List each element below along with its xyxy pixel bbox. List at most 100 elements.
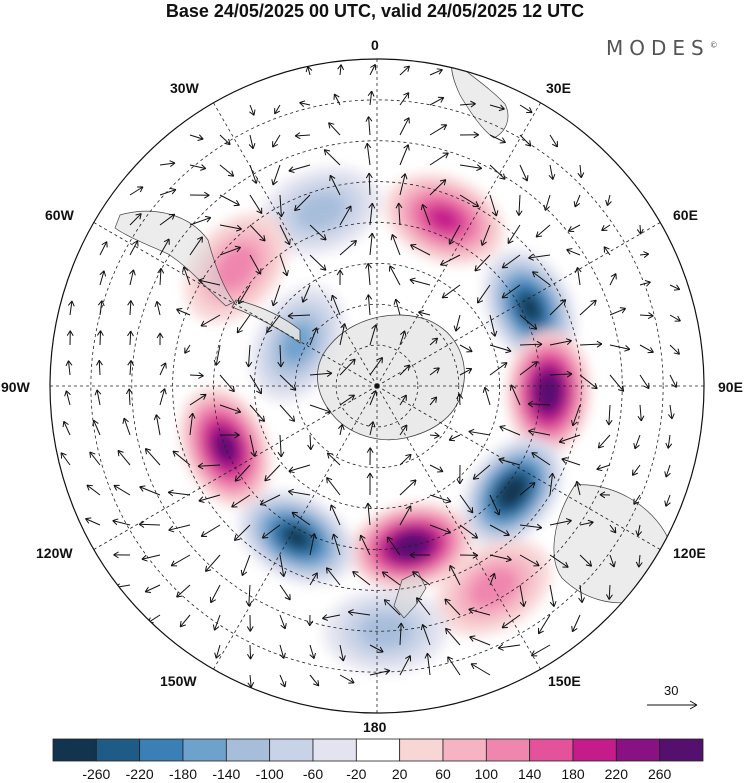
wind-vector: [129, 240, 139, 256]
wind-vector: [366, 472, 374, 496]
colorbar-swatch: [225, 738, 271, 762]
colorbar-tick-label: -140: [212, 766, 241, 782]
wind-vector: [445, 627, 461, 646]
wind-vector: [415, 597, 431, 616]
wind-vector: [573, 194, 581, 208]
wind-vector: [574, 480, 582, 496]
wind-vector: [577, 164, 585, 179]
wind-vector: [339, 323, 348, 346]
wind-vector: [579, 554, 593, 567]
wind-vector: [66, 330, 74, 346]
wind-vector: [266, 314, 281, 333]
wind-vector: [330, 294, 341, 316]
wind-vector: [328, 122, 341, 136]
wind-vector: [447, 656, 461, 676]
wind-vector: [429, 68, 443, 76]
wind-vector: [519, 584, 527, 607]
wind-vector: [322, 614, 341, 621]
wind-vector: [246, 614, 254, 632]
wind-vector: [399, 394, 407, 406]
wind-vector: [482, 386, 491, 406]
wind-vector: [129, 186, 144, 196]
logo-mark: ©: [709, 40, 718, 50]
wind-vector: [549, 134, 558, 148]
wind-vector: [531, 271, 551, 286]
colorbar-swatch: [615, 738, 661, 762]
wind-vector: [339, 358, 356, 376]
wind-vector: [561, 457, 581, 466]
colorbar-swatch: [269, 738, 314, 762]
wind-vector: [599, 491, 611, 499]
wind-vector: [489, 194, 499, 217]
wind-vector: [129, 213, 142, 226]
wind-vector: [639, 344, 654, 354]
wind-vector: [381, 571, 401, 586]
wind-vector: [605, 194, 612, 206]
positive-anomaly-center: [384, 173, 504, 265]
wind-vector: [99, 270, 107, 286]
colorbar-swatch: [659, 738, 704, 762]
wind-vector: [548, 472, 556, 496]
anomaly-contour: [497, 475, 528, 508]
wind-vector: [62, 420, 71, 436]
wind-vector: [369, 390, 378, 406]
wind-vector: [489, 362, 508, 376]
wind-vector: [112, 518, 131, 526]
wind-vector: [399, 144, 410, 166]
wind-vector: [279, 644, 286, 659]
wind-vector: [234, 464, 251, 482]
colorbar-swatch: [52, 738, 97, 762]
wind-vector: [333, 93, 341, 106]
wind-vector: [399, 65, 410, 76]
wind-vector: [639, 374, 650, 390]
wind-vector: [441, 284, 461, 299]
lon-label-30w: 30W: [170, 80, 199, 96]
wind-vector: [519, 523, 543, 531]
wind-vector: [535, 224, 551, 238]
wind-vector: [113, 551, 131, 559]
wind-vector: [209, 584, 221, 604]
wind-vector: [633, 494, 641, 505]
wind-vector: [200, 524, 221, 537]
wind-vector: [86, 484, 101, 496]
wind-vector: [448, 434, 461, 442]
wind-vector: [277, 344, 285, 368]
wind-vector: [189, 134, 204, 141]
colorbar-tick-label: 20: [391, 766, 408, 782]
wind-vector: [367, 90, 375, 106]
colorbar-tick-label: -260: [82, 766, 111, 782]
colorbar-tick-label: 260: [647, 766, 672, 782]
wind-vector: [172, 450, 191, 466]
wind-vector: [279, 374, 297, 391]
wind-vector: [365, 172, 373, 196]
wind-vector: [144, 584, 161, 593]
colorbar-swatch: [572, 738, 617, 762]
wind-vector: [366, 447, 374, 466]
wind-vector: [468, 607, 491, 616]
wind-vector: [571, 404, 581, 427]
colorbar-tick-label: -100: [255, 766, 284, 782]
wind-vector: [469, 635, 491, 646]
wind-vector: [579, 299, 597, 316]
wind-vector: [179, 614, 191, 628]
wind-vector: [635, 524, 643, 537]
wind-vector: [369, 668, 391, 676]
wind-vector: [188, 412, 196, 436]
vector-reference-key: [647, 700, 698, 710]
colorbar-swatch: [399, 738, 444, 762]
wind-vector: [99, 241, 108, 256]
wind-vector: [214, 644, 221, 659]
wind-vector: [637, 404, 645, 422]
wind-vector: [249, 374, 262, 395]
wind-vector: [113, 484, 131, 496]
wind-vector: [597, 434, 611, 449]
wind-vector: [468, 428, 491, 436]
wind-vector: [249, 404, 266, 422]
wind-vector: [605, 584, 613, 600]
lon-label-0: 0: [371, 37, 379, 53]
wind-vector: [459, 194, 480, 208]
wind-vector: [501, 284, 521, 299]
wind-vector: [579, 519, 594, 527]
wind-vector: [198, 494, 221, 504]
